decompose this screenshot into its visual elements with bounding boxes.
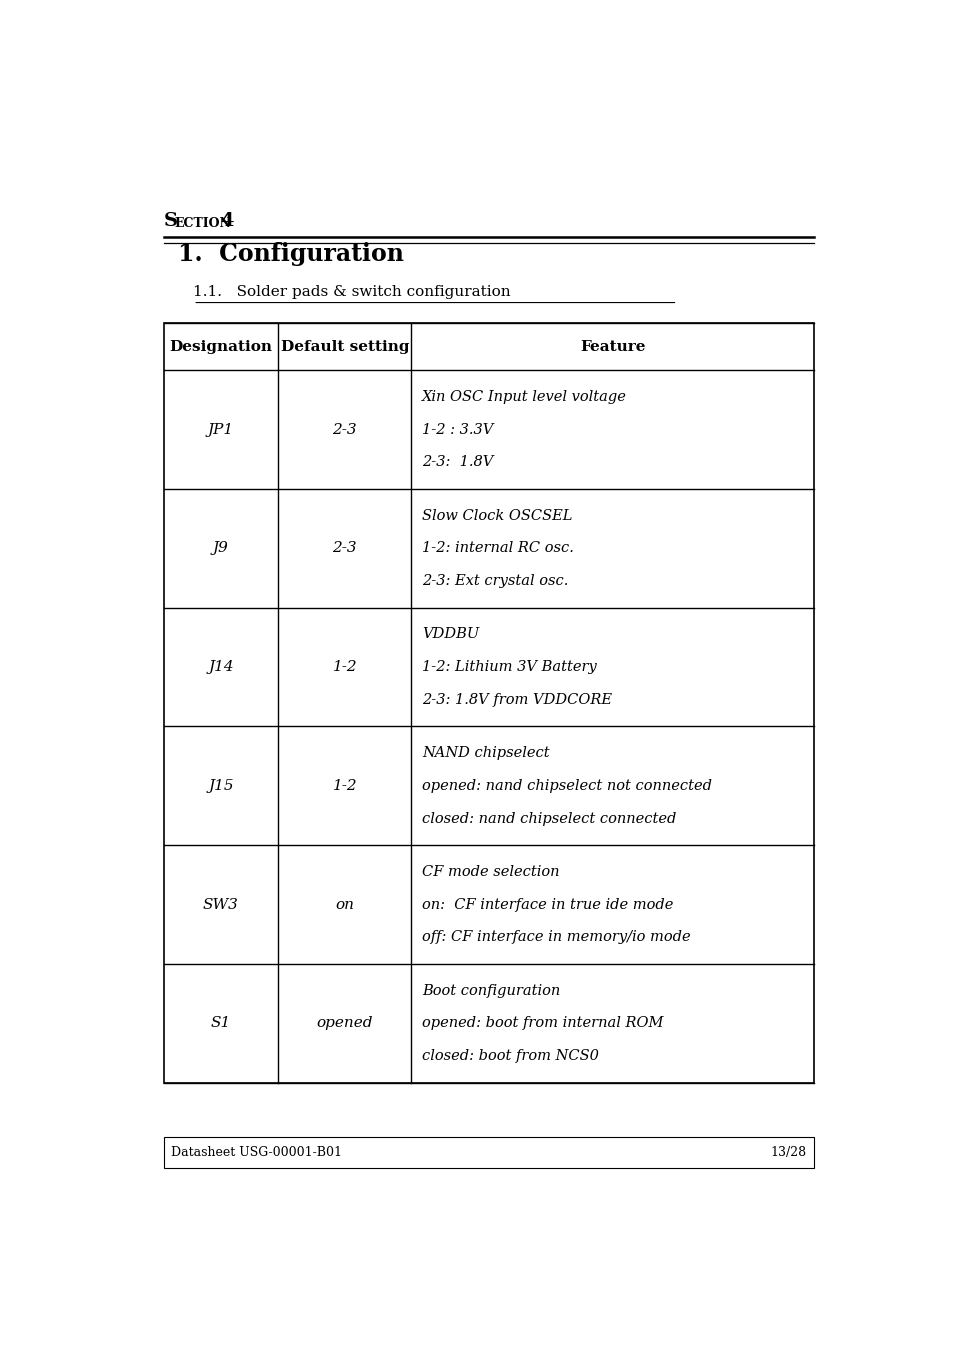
Text: VDDBU: VDDBU [422, 627, 479, 642]
Text: on:  CF interface in true ide mode: on: CF interface in true ide mode [422, 897, 673, 912]
Text: closed: boot from NCS0: closed: boot from NCS0 [422, 1048, 598, 1063]
Text: Feature: Feature [579, 339, 645, 354]
Text: 2-3: Ext crystal osc.: 2-3: Ext crystal osc. [422, 574, 568, 588]
Text: 1.1.   Solder pads & switch configuration: 1.1. Solder pads & switch configuration [193, 285, 510, 300]
Text: 1-2: 1-2 [332, 661, 356, 674]
Text: off: CF interface in memory/io mode: off: CF interface in memory/io mode [422, 931, 690, 944]
Text: Default setting: Default setting [280, 339, 409, 354]
Text: Slow Clock OSCSEL: Slow Clock OSCSEL [422, 509, 573, 523]
Text: J15: J15 [208, 778, 233, 793]
Text: 1-2: 1-2 [332, 778, 356, 793]
Text: 2-3: 1.8V from VDDCORE: 2-3: 1.8V from VDDCORE [422, 693, 612, 707]
Text: 2-3: 2-3 [332, 542, 356, 555]
Text: S1: S1 [211, 1016, 231, 1031]
Text: CF mode selection: CF mode selection [422, 865, 559, 880]
Text: opened: nand chipselect not connected: opened: nand chipselect not connected [422, 778, 712, 793]
Text: 1-2: internal RC osc.: 1-2: internal RC osc. [422, 542, 574, 555]
Text: opened: boot from internal ROM: opened: boot from internal ROM [422, 1016, 663, 1031]
Text: Xin OSC Input level voltage: Xin OSC Input level voltage [422, 390, 627, 404]
Text: 2-3:  1.8V: 2-3: 1.8V [422, 455, 494, 469]
Text: 4: 4 [219, 212, 233, 230]
Text: 1.  Configuration: 1. Configuration [178, 242, 404, 266]
Text: opened: opened [316, 1016, 373, 1031]
Bar [164, 323, 813, 1082]
Text: JP1: JP1 [208, 423, 233, 436]
Text: 2-3: 2-3 [332, 423, 356, 436]
Text: 1-2 : 3.3V: 1-2 : 3.3V [422, 423, 494, 436]
Text: S: S [164, 212, 177, 230]
Text: NAND chipselect: NAND chipselect [422, 746, 550, 761]
Text: closed: nand chipselect connected: closed: nand chipselect connected [422, 812, 676, 825]
Text: J14: J14 [208, 661, 233, 674]
Text: Boot configuration: Boot configuration [422, 984, 560, 998]
Text: 13/28: 13/28 [770, 1146, 806, 1159]
Text: on: on [335, 897, 354, 912]
Text: SW3: SW3 [203, 897, 238, 912]
Text: 1-2: Lithium 3V Battery: 1-2: Lithium 3V Battery [422, 661, 597, 674]
Text: Datasheet USG-00001-B01: Datasheet USG-00001-B01 [171, 1146, 341, 1159]
Text: ECTION: ECTION [174, 216, 231, 230]
Text: Designation: Designation [170, 339, 273, 354]
Bar [164, 1136, 813, 1169]
Text: J9: J9 [213, 542, 229, 555]
